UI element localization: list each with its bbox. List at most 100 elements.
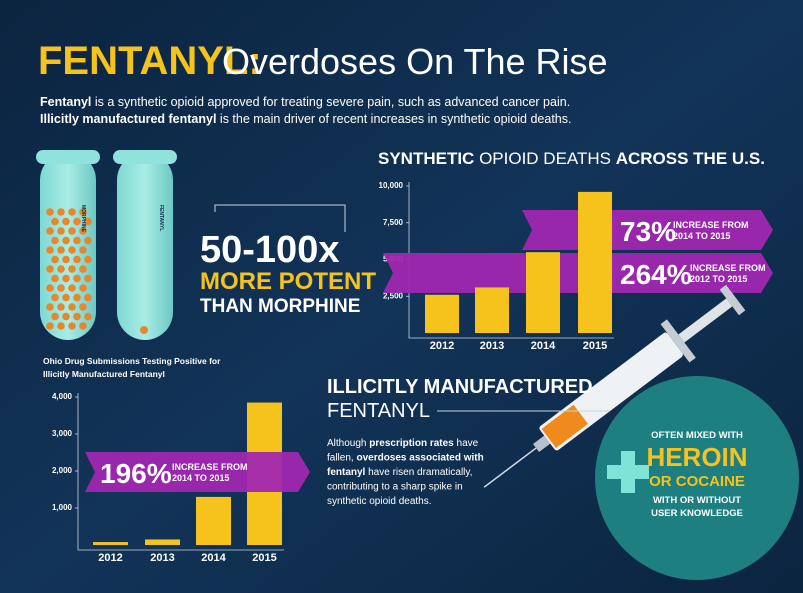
bar xyxy=(475,287,509,333)
dot xyxy=(62,274,70,283)
dot xyxy=(51,274,59,283)
potency-line: THAN MORPHINE xyxy=(200,296,360,317)
dot xyxy=(68,322,76,330)
text-segment: synthetic opioid deaths. xyxy=(327,496,432,507)
bracket xyxy=(214,204,346,232)
potency-line: MORE POTENT xyxy=(200,268,376,295)
dot xyxy=(73,255,81,264)
bar xyxy=(145,539,180,545)
text-segment: fallen, xyxy=(327,453,356,464)
tube-rim xyxy=(113,150,177,164)
tube-label: FENTANYL xyxy=(158,205,164,231)
intro-line: Fentanyl is a synthetic opioid approved … xyxy=(40,95,570,109)
dot xyxy=(79,284,87,292)
plunger xyxy=(678,298,733,343)
intro-line: Illicitly manufactured fentanyl is the m… xyxy=(40,112,571,126)
section-subheading: FENTANYL xyxy=(327,400,430,422)
bar xyxy=(578,191,612,333)
callout-text: WITH OR WITHOUT xyxy=(653,495,741,506)
dot xyxy=(57,303,65,311)
text-segment: Fentanyl xyxy=(40,95,91,109)
annotation-figure: 264% xyxy=(620,259,692,290)
text-segment: contributing to a sharp spike in xyxy=(327,482,463,493)
dot xyxy=(57,208,65,216)
dot xyxy=(46,208,54,216)
charts: SYNTHETIC OPIOID DEATHS ACROSS THE U.S. 2… xyxy=(43,149,773,564)
x-tick-label: 2014 xyxy=(201,552,226,564)
axis-line xyxy=(77,393,284,551)
annotation-figure: 196% xyxy=(100,458,172,489)
body-line: contributing to a sharp spike in xyxy=(327,482,463,493)
y-tick-label: 10,000 xyxy=(379,181,404,190)
dot xyxy=(46,322,54,330)
title-highlight: FENTANYL: xyxy=(38,39,262,83)
tube-rim xyxy=(36,150,100,164)
text-segment: overdoses associated with xyxy=(356,453,483,464)
x-tick-label: 2012 xyxy=(98,552,122,564)
plus-icon xyxy=(607,451,649,493)
dot xyxy=(79,208,87,216)
dot xyxy=(51,217,59,226)
needle-hub xyxy=(533,435,551,453)
annotation-text: INCREASE FROM xyxy=(690,263,766,273)
x-tick-label: 2014 xyxy=(531,340,556,352)
title-segment: ACROSS THE U.S. xyxy=(616,149,765,168)
dot xyxy=(46,265,54,273)
text-segment: is the main driver of recent increases i… xyxy=(216,112,571,126)
text-segment: fentanyl xyxy=(327,467,366,478)
annotation-text: INCREASE FROM xyxy=(172,462,248,472)
dot xyxy=(73,236,81,245)
text-segment: have xyxy=(454,438,479,449)
text-segment: have risen dramatically, xyxy=(365,467,472,478)
axis-line xyxy=(408,182,614,339)
chart-title: Ohio Drug Submissions Testing Positive f… xyxy=(43,356,221,366)
text-segment: Illicitly manufactured fentanyl xyxy=(40,112,216,126)
tube-fentanyl xyxy=(117,152,173,340)
body-line: Although prescription rates have xyxy=(327,438,479,449)
dot xyxy=(84,217,92,226)
callout-highlight: HEROIN xyxy=(646,442,747,472)
y-tick-label: 1,000 xyxy=(52,503,73,512)
title-segment: SYNTHETIC xyxy=(378,149,474,168)
dot xyxy=(73,217,81,226)
section-body: Although prescription rates have fallen, … xyxy=(327,438,484,507)
dot xyxy=(84,274,92,283)
tube-label: MORPHINE xyxy=(80,205,86,233)
x-tick-label: 2013 xyxy=(480,340,504,352)
dot xyxy=(57,227,65,235)
dot xyxy=(62,236,70,245)
dot xyxy=(68,284,76,292)
dot xyxy=(84,236,92,245)
bar xyxy=(425,294,459,333)
dot xyxy=(79,265,87,273)
dot xyxy=(57,265,65,273)
liquid xyxy=(541,404,588,449)
dot xyxy=(79,322,87,330)
annotation-banner xyxy=(85,452,310,492)
dot xyxy=(68,303,76,311)
dot xyxy=(57,322,65,330)
syringe xyxy=(483,284,746,488)
plunger-cap xyxy=(719,284,746,316)
flange xyxy=(660,319,696,363)
dots xyxy=(46,208,92,330)
dot xyxy=(46,303,54,311)
dot xyxy=(68,227,76,235)
tube-morphine xyxy=(40,152,96,340)
body-line: fallen, overdoses associated with xyxy=(327,453,484,464)
callout-text: OFTEN MIXED WITH xyxy=(651,430,743,441)
bar xyxy=(93,542,128,545)
dot xyxy=(79,303,87,311)
dot xyxy=(62,255,70,264)
text-segment: is a synthetic opioid approved for treat… xyxy=(91,95,570,109)
annotation-text: 2014 TO 2015 xyxy=(172,473,229,483)
dot xyxy=(57,284,65,292)
dot xyxy=(84,255,92,264)
bar xyxy=(526,252,560,333)
bar xyxy=(196,496,231,545)
callout-text: USER KNOWLEDGE xyxy=(651,508,743,519)
title-segment: OPIOID DEATHS xyxy=(474,149,615,168)
text-segment: Although xyxy=(327,438,369,449)
